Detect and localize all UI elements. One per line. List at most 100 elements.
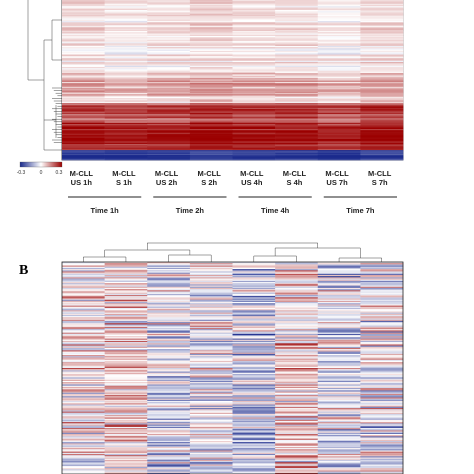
heatmap-a-cell <box>104 78 148 80</box>
heatmap-b-cell <box>360 421 404 423</box>
heatmap-a-cell <box>317 83 361 85</box>
heatmap-a-cell <box>104 133 148 136</box>
heatmap-a-cell <box>275 44 319 47</box>
heatmap-a-cell <box>147 12 191 14</box>
heatmap-b-cell <box>232 317 276 319</box>
heatmap-a-cell <box>317 120 361 122</box>
heatmap-a-cell <box>189 105 233 107</box>
heatmap-a-cell <box>232 157 276 160</box>
heatmap-b-cell <box>62 402 105 404</box>
heatmap-a-cell <box>232 131 276 134</box>
heatmap-a-cell <box>360 4 404 7</box>
heatmap-b-cell <box>275 402 319 404</box>
heatmap-b-cell <box>232 390 276 392</box>
heatmap-b-cell <box>317 330 361 332</box>
heatmap-b-cell <box>189 455 233 457</box>
heatmap-a-cell <box>189 42 233 44</box>
heatmap-a-cell <box>275 136 319 138</box>
heatmap-a-cell <box>189 60 233 63</box>
heatmap-b-cell <box>62 315 105 317</box>
heatmap-a-cell <box>189 138 233 141</box>
heatmap-b-cell <box>189 344 233 346</box>
heatmap-b-cell <box>232 307 276 310</box>
heatmap-b-cell <box>62 271 105 273</box>
heatmap-a-cell <box>104 6 148 8</box>
heatmap-b-cell <box>104 431 148 434</box>
heatmap-b-cell <box>360 436 404 438</box>
heatmap-a-cell <box>62 70 105 73</box>
heatmap-a-cell <box>104 31 148 33</box>
heatmap-b-cell <box>317 428 361 430</box>
heatmap-b-cell <box>147 318 191 321</box>
heatmap-b-cell <box>232 278 276 280</box>
heatmap-a-cell <box>360 34 404 37</box>
heatmap-b-cell <box>147 442 191 444</box>
heatmap-b-cell <box>189 386 233 389</box>
heatmap-a-cell <box>275 83 319 85</box>
heatmap-b-cell <box>62 439 105 442</box>
heatmap-a-cell <box>232 97 276 100</box>
heatmap-b-cell <box>62 459 105 462</box>
heatmap-b-cell <box>317 262 361 264</box>
heatmap-b-cell <box>317 304 361 306</box>
heatmap-a-cell <box>189 68 233 70</box>
heatmap-b-cell <box>189 471 233 474</box>
heatmap-b-cell <box>104 285 148 288</box>
heatmap-b-cell <box>147 380 191 383</box>
heatmap-b-cell <box>104 306 148 309</box>
color-scale-bar <box>19 161 63 168</box>
heatmap-b-cell <box>104 365 148 368</box>
heatmap-b-cell <box>147 274 191 277</box>
heatmap-b-cell <box>275 329 319 331</box>
heatmap-b-cell <box>275 274 319 277</box>
heatmap-a-cell <box>104 135 148 137</box>
heatmap-a-cell <box>275 76 319 79</box>
heatmap-b-cell <box>317 442 361 444</box>
heatmap-a-cell <box>317 85 361 88</box>
heatmap-b-cell <box>62 327 105 330</box>
heatmap-b-cell <box>189 405 233 408</box>
heatmap-b-cell <box>275 337 319 339</box>
heatmap-a-cell <box>62 75 105 78</box>
heatmap-a-cell <box>189 52 233 54</box>
heatmap-a-cell <box>104 55 148 58</box>
heatmap-b-cell <box>317 352 361 355</box>
heatmap-b-cell <box>360 331 404 333</box>
heatmap-b-cell <box>104 357 148 359</box>
heatmap-b-cell <box>104 369 148 371</box>
heatmap-b-cell <box>232 365 276 368</box>
heatmap-b-cell <box>62 458 105 461</box>
heatmap-a-cell <box>275 45 319 48</box>
heatmap-a-cell <box>189 148 233 151</box>
heatmap-b-cell <box>104 403 148 405</box>
heatmap-a-cell <box>147 130 191 132</box>
heatmap-b-cell <box>147 443 191 445</box>
heatmap-b-cell <box>104 278 148 280</box>
heatmap-a-cell <box>147 128 191 131</box>
heatmap-a-cell <box>147 156 191 158</box>
heatmap-b-cell <box>317 355 361 357</box>
heatmap-a-cell <box>360 106 404 109</box>
heatmap-a-cell <box>360 27 404 29</box>
heatmap-a-cell <box>189 97 233 100</box>
heatmap-a-cell <box>62 128 105 131</box>
heatmap-b-cell <box>232 353 276 356</box>
heatmap-b-cells <box>62 262 404 474</box>
heatmap-b-cell <box>232 419 276 422</box>
heatmap-a-cell <box>104 45 148 48</box>
heatmap-b-cell <box>189 274 233 277</box>
heatmap-a-cell <box>275 74 319 76</box>
heatmap-b-cell <box>360 472 404 474</box>
heatmap-b-cell <box>360 360 404 363</box>
heatmap-b-cell <box>147 411 191 414</box>
heatmap-b-cell <box>275 290 319 292</box>
heatmap-a-cell <box>62 80 105 83</box>
heatmap-b-cell <box>62 345 105 348</box>
heatmap-b-cell <box>232 349 276 351</box>
heatmap-a-cell <box>232 145 276 147</box>
heatmap-a-cell <box>275 94 319 96</box>
heatmap-b-cell <box>232 372 276 375</box>
heatmap-a-cell <box>232 102 276 105</box>
heatmap-b-cell <box>275 267 319 270</box>
